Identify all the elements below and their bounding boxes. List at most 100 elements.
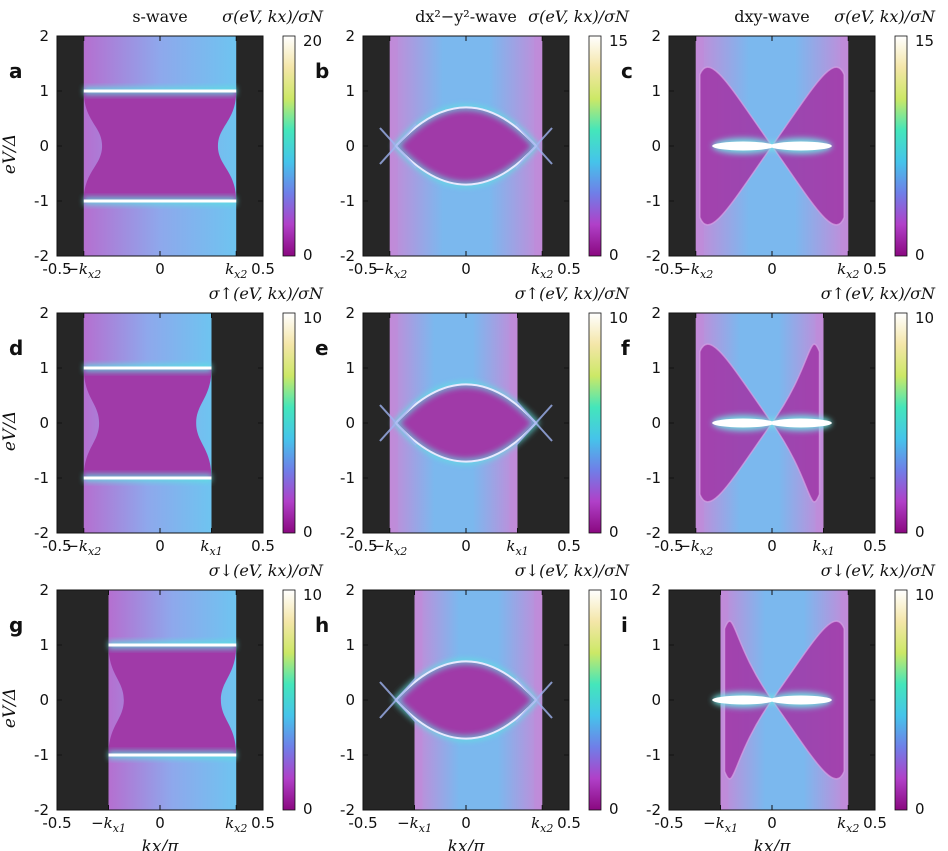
- x-tick-label: -0.5: [42, 537, 71, 555]
- colorbar: [282, 312, 296, 534]
- right-crossing: [515, 677, 553, 723]
- colorbar-max-label: 10: [915, 586, 934, 604]
- x-tick-label: -0.5: [654, 260, 683, 278]
- colorbar-max-label: 20: [303, 32, 322, 50]
- y-tick-label: -2: [34, 524, 49, 542]
- upper-coherence-line: [83, 366, 212, 370]
- x-tick-label: -0.5: [654, 537, 683, 555]
- colorbar-min-label: 0: [303, 800, 313, 818]
- x-tick-label: −kx1: [91, 814, 126, 835]
- x-tick-label: 0: [461, 537, 471, 555]
- gap-region: [83, 368, 212, 478]
- y-tick-label: 1: [39, 359, 49, 377]
- y-tick-label: 1: [39, 82, 49, 100]
- y-tick-label: 2: [651, 304, 661, 322]
- colorbar-min-label: 0: [609, 523, 619, 541]
- y-tick-label: 0: [651, 137, 661, 155]
- colorbar-min-label: 0: [915, 523, 925, 541]
- y-tick-label: -2: [34, 247, 49, 265]
- panel-a: -0.5−kx2 0 kx2 0.5 2 1 0 -1 -2 a s-wave eV/Δ 20 0 σ(eV…: [0, 7, 324, 281]
- y-tick-label: 0: [39, 137, 49, 155]
- x-tick-label: -0.5: [348, 260, 377, 278]
- y-tick-label: -2: [646, 524, 661, 542]
- left-crossing: [379, 123, 417, 169]
- panel-letter: e: [315, 336, 329, 360]
- panel-letter: b: [315, 59, 329, 83]
- panel-letter: d: [9, 336, 23, 360]
- x-tick-label: 0: [461, 260, 471, 278]
- heatmap-area: [57, 590, 263, 810]
- x-tick-label: kx2: [225, 260, 247, 281]
- heatmap-area: [669, 590, 875, 810]
- heatmap-area: [57, 36, 263, 256]
- y-tick-label: 0: [651, 414, 661, 432]
- x-tick-label: kx1: [200, 537, 222, 558]
- colorbar: [894, 312, 908, 534]
- y-tick-label: 2: [651, 27, 661, 45]
- y-tick-label: 2: [345, 27, 355, 45]
- upper-coherence-line: [108, 643, 237, 647]
- colorbar: [588, 35, 602, 257]
- panel-g: -0.5 −kx1 0 kx2 0.5210-1-2geV/Δkx/π100σ↓(eV,…: [0, 561, 324, 851]
- x-axis-label: kx/π: [754, 837, 792, 851]
- panel-title: dx²−y²-wave: [415, 7, 517, 26]
- x-tick-label: -0.5: [42, 260, 71, 278]
- colorbar: [894, 589, 908, 811]
- y-tick-label: -2: [340, 247, 355, 265]
- colorbar-max-label: 10: [303, 309, 322, 327]
- gap-lens: [395, 107, 537, 185]
- x-tick-label: 0.5: [557, 537, 581, 555]
- zero-bias-line-right: [770, 695, 832, 705]
- panel-letter: i: [621, 613, 628, 637]
- x-tick-label: -0.5: [654, 814, 683, 832]
- y-tick-label: -2: [646, 247, 661, 265]
- panel-letter: f: [621, 336, 630, 360]
- colorbar-min-label: 0: [303, 246, 313, 264]
- y-axis-label: eV/Δ: [0, 411, 20, 451]
- colorbar-label: σ↑(eV, kx)/σN: [515, 284, 630, 303]
- x-tick-label: 0: [767, 260, 777, 278]
- y-tick-label: 1: [651, 636, 661, 654]
- x-tick-label: −kx2: [372, 260, 407, 281]
- y-tick-label: -1: [34, 192, 49, 210]
- y-tick-label: 0: [345, 414, 355, 432]
- y-tick-label: -1: [34, 469, 49, 487]
- y-tick-label: 2: [39, 27, 49, 45]
- colorbar: [282, 35, 296, 257]
- gap-lens: [395, 661, 537, 739]
- panel-c: -0.5−kx2 0 kx2 0.5 2 1 0 -1 -2 c dxy-wave 15 0 σ(eV, …: [621, 7, 936, 281]
- x-tick-label: kx2: [225, 814, 247, 835]
- x-tick-label: 0.5: [557, 814, 581, 832]
- y-tick-label: -1: [340, 746, 355, 764]
- x-tick-label: 0.5: [251, 537, 275, 555]
- y-tick-label: 1: [651, 82, 661, 100]
- panel-b: -0.5−kx2 0 kx2 0.5 2 1 0 -1 -2 b dx²−y²-wave 15 0 σ(e…: [315, 7, 630, 281]
- heatmap-area: [669, 36, 875, 256]
- y-tick-label: 0: [39, 414, 49, 432]
- colorbar-label: σ↑(eV, kx)/σN: [821, 284, 936, 303]
- colorbar-max-label: 10: [609, 309, 628, 327]
- lower-coherence-line: [83, 476, 212, 480]
- x-tick-label: kx2: [531, 814, 553, 835]
- y-tick-label: 2: [345, 581, 355, 599]
- heatmap-area: [669, 313, 875, 533]
- colorbar-label: σ↑(eV, kx)/σN: [209, 284, 324, 303]
- x-tick-label: 0: [767, 537, 777, 555]
- y-tick-label: -2: [34, 801, 49, 819]
- colorbar-max-label: 15: [609, 32, 628, 50]
- y-tick-label: 1: [345, 636, 355, 654]
- x-tick-label: -0.5: [348, 537, 377, 555]
- x-tick-label: 0.5: [557, 260, 581, 278]
- y-tick-label: -1: [646, 192, 661, 210]
- y-tick-label: -1: [340, 192, 355, 210]
- panel-title: dxy-wave: [734, 7, 809, 26]
- colorbar-label: σ↓(eV, kx)/σN: [515, 561, 630, 580]
- gap-region: [108, 645, 237, 755]
- y-tick-label: 1: [39, 636, 49, 654]
- y-tick-label: 2: [651, 581, 661, 599]
- left-crossing: [379, 677, 417, 723]
- upper-coherence-line: [83, 89, 237, 93]
- x-tick-label: kx2: [837, 814, 859, 835]
- colorbar-max-label: 10: [609, 586, 628, 604]
